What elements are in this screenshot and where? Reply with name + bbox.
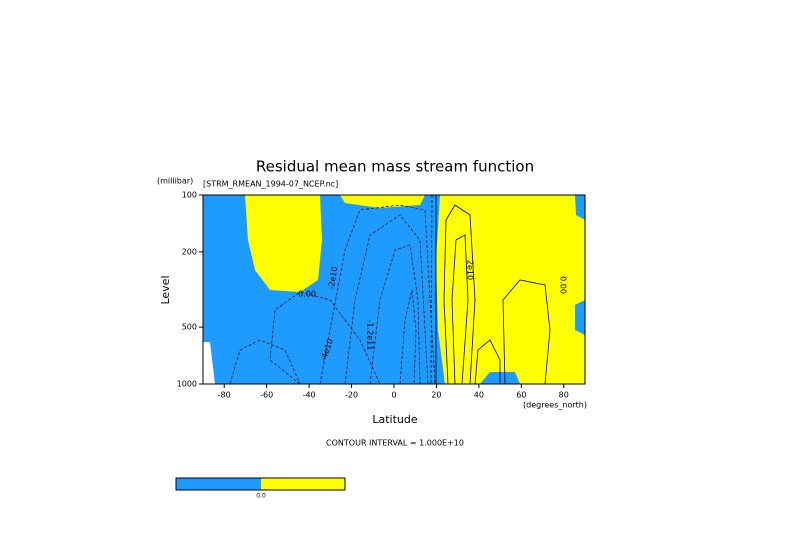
y-unit-label: (millibar) (157, 177, 193, 186)
colorbar-swatch (176, 478, 261, 490)
colorbar-swatch (261, 478, 345, 490)
contour-label: 0.00 (559, 276, 568, 294)
contour-label: -2e10 (327, 266, 340, 290)
contour-label: -1.2e11 (366, 320, 375, 351)
contour-label: 0.00 (298, 290, 316, 299)
y-tick-label: 200 (182, 247, 197, 256)
x-tick-label: 80 (559, 391, 569, 400)
contour-label: 2e10 (466, 260, 475, 280)
positive-region (245, 195, 322, 292)
x-tick-label: 0 (391, 391, 396, 400)
y-axis-label: Level (159, 275, 172, 304)
plot-area: 0.00 -2e10 -1.2e11 2e10 0.00 -4e10 (203, 194, 585, 385)
x-axis-label: Latitude (372, 413, 418, 426)
x-unit-label: (degrees_north) (523, 401, 587, 410)
y-tick-label: 500 (182, 323, 197, 332)
colorbar-frame (175, 477, 346, 491)
x-tick-label: 40 (474, 391, 484, 400)
x-tick-label: 20 (431, 391, 441, 400)
y-tick-label: 1000 (177, 380, 197, 389)
colorbar: 0.0 (175, 477, 346, 500)
subtitle: [STRM_RMEAN_1994-07_NCEP.nc] (203, 180, 338, 189)
x-tick-label: 60 (516, 391, 526, 400)
chart-title: Residual mean mass stream function (256, 158, 534, 176)
positive-region (340, 195, 425, 208)
missing-region (203, 342, 215, 384)
positive-region (436, 195, 585, 384)
footer: CONTOUR INTERVAL = 1.000E+10 (326, 439, 464, 448)
y-tick-label: 100 (182, 191, 197, 200)
colorbar-label: 0.0 (256, 493, 266, 500)
x-tick-label: -20 (345, 391, 358, 400)
x-tick-label: -40 (303, 391, 316, 400)
x-tick-label: -80 (218, 391, 231, 400)
x-tick-label: -60 (260, 391, 273, 400)
